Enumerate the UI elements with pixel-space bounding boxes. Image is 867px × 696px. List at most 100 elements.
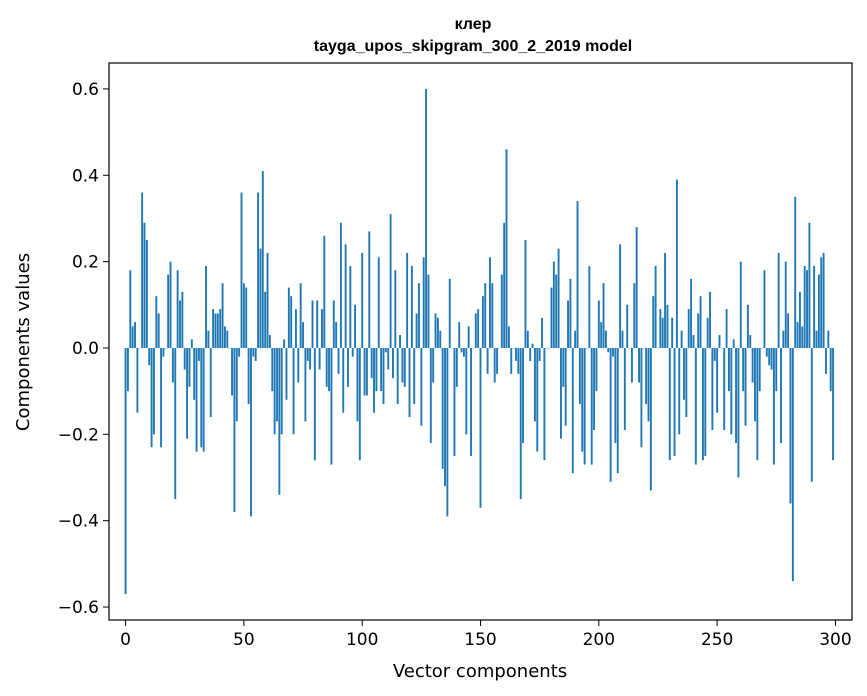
bar-194: [583, 347, 586, 465]
bar-42: [224, 326, 226, 348]
bar-69: [287, 287, 290, 348]
bar-165: [515, 347, 517, 361]
bar-30: [195, 347, 198, 452]
bar-125: [420, 347, 423, 426]
bar-41: [221, 283, 224, 348]
bar-22: [176, 270, 179, 348]
bar-297: [827, 330, 830, 348]
bar-266: [754, 347, 756, 422]
bar-91: [339, 222, 342, 348]
x-tick-label: 150: [464, 630, 496, 650]
x-tick-label: 50: [233, 630, 255, 650]
bar-64: [276, 347, 278, 422]
bar-0: [124, 347, 127, 595]
bar-245: [704, 347, 707, 456]
bar-98: [356, 347, 359, 422]
bar-249: [713, 347, 716, 361]
bar-105: [373, 347, 375, 413]
bar-287: [803, 265, 806, 348]
bar-238: [687, 309, 690, 348]
bar-246: [706, 317, 709, 348]
bar-100: [361, 252, 364, 348]
bar-59: [264, 291, 267, 348]
bar-8: [143, 222, 146, 348]
bar-202: [602, 283, 605, 348]
bar-112: [389, 214, 392, 348]
bar-60: [266, 252, 269, 348]
x-tick-label: 200: [583, 630, 615, 650]
bar-259: [737, 347, 740, 478]
bar-139: [453, 347, 456, 456]
bar-81: [316, 300, 319, 348]
bar-177: [543, 347, 546, 461]
bar-49: [240, 192, 243, 348]
bar-154: [489, 257, 491, 348]
bar-24: [181, 291, 184, 348]
bar-47: [235, 347, 238, 422]
bar-54: [252, 347, 255, 357]
bar-247: [709, 291, 711, 348]
bar-117: [401, 347, 404, 383]
bar-281: [789, 347, 792, 504]
bar-248: [711, 347, 714, 431]
bar-141: [458, 322, 461, 348]
bar-62: [271, 347, 274, 392]
bar-250: [716, 347, 719, 413]
bar-166: [517, 347, 520, 374]
bar-237: [685, 347, 688, 418]
bar-48: [238, 347, 241, 357]
chart-title: клер: [455, 16, 492, 33]
bar-227: [661, 317, 664, 348]
bar-273: [770, 347, 773, 370]
bar-73: [297, 347, 300, 383]
bar-236: [683, 347, 685, 400]
bar-210: [621, 330, 624, 348]
bar-11: [150, 347, 153, 448]
bar-130: [432, 347, 435, 383]
bar-129: [429, 347, 432, 443]
bar-209: [619, 244, 622, 348]
bar-39: [216, 313, 219, 348]
bar-5: [136, 347, 139, 413]
bar-208: [616, 347, 619, 474]
bar-148: [474, 313, 477, 348]
x-axis-ticks: 0 50 100 150 200 250 300: [120, 620, 852, 650]
y-tick-label: 0.6: [72, 80, 99, 100]
bar-295: [822, 252, 825, 348]
bar-131: [434, 313, 437, 348]
bar-228: [664, 252, 667, 348]
bar-136: [446, 347, 449, 517]
bar-72: [294, 309, 297, 348]
bar-240: [692, 335, 695, 348]
bar-222: [649, 347, 652, 491]
y-tick-label: 0.0: [72, 339, 99, 359]
bar-293: [817, 274, 820, 348]
bar-290: [810, 347, 813, 482]
bar-265: [751, 347, 754, 383]
bar-193: [581, 347, 584, 452]
bar-80: [313, 347, 316, 461]
bar-93: [344, 244, 347, 348]
bar-71: [292, 347, 295, 435]
bar-235: [680, 330, 683, 348]
bar-75: [302, 322, 304, 348]
bar-275: [775, 347, 778, 392]
bar-3: [131, 326, 134, 348]
bar-120: [408, 347, 411, 418]
bar-13: [155, 296, 158, 348]
bar-149: [477, 309, 480, 348]
bar-96: [351, 347, 354, 357]
bar-278: [782, 330, 785, 348]
bar-172: [531, 343, 534, 348]
bar-68: [285, 347, 288, 400]
bar-85: [325, 347, 328, 387]
bar-40: [219, 309, 222, 348]
bar-135: [444, 347, 446, 487]
bar-52: [247, 347, 250, 405]
bar-2: [129, 270, 132, 348]
bar-230: [668, 347, 671, 461]
bar-292: [815, 330, 818, 348]
bar-19: [169, 261, 172, 348]
bar-126: [422, 257, 425, 348]
bar-182: [555, 274, 558, 348]
